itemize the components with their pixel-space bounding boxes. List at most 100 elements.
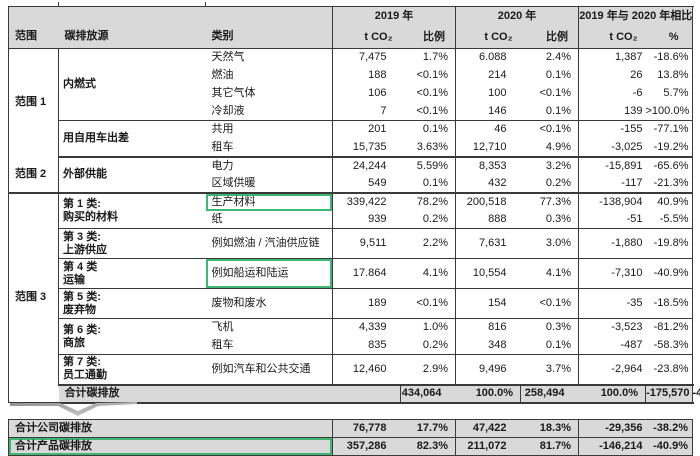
table-row: 第 3 类: 上游供应 例如燃油 / 汽油供应链 9,511 2.2% 7,63…	[9, 228, 693, 259]
scope-cell: 范围 2	[8, 156, 59, 194]
table-row: 燃油 188 <0.1% 214 0.1% 26 13.8%	[9, 66, 693, 85]
value-cell: 0.2%	[400, 336, 456, 355]
value-cell: -1,880	[578, 228, 646, 259]
value-cell: <0.1%	[539, 123, 572, 136]
value-cell: 0.1%	[545, 69, 571, 81]
total-value-cell: -40.9%	[645, 437, 693, 456]
value-cell: -35	[578, 288, 646, 319]
ratio-2019-header: 比例	[400, 26, 456, 49]
source-line: 第 7 类:	[63, 356, 101, 369]
total-value-cell: -146,214	[578, 437, 646, 456]
value-cell: -81.2%	[653, 321, 689, 334]
source-cell: 第 7 类: 员工通勤	[58, 354, 206, 385]
value-cell: 26	[578, 66, 646, 85]
value-cell: >100.0%	[645, 102, 693, 121]
table-row: 用自用车出差 共用 201 0.1% 46 <0.1% -155 -77.1%	[9, 120, 693, 158]
value-cell: 100	[455, 84, 521, 103]
value-cell: 214	[455, 66, 521, 85]
value-cell: 5.7%	[663, 87, 689, 99]
value-cell: 8,353	[455, 156, 521, 175]
value-cell: -5.5%	[645, 210, 693, 229]
total-value-cell: 76,778	[332, 419, 401, 438]
value-cell: <0.1%	[520, 288, 579, 319]
value-cell: 1.0%	[422, 321, 448, 334]
value-cell: -3,025	[578, 138, 646, 158]
category-cell: 区域供暖	[205, 174, 333, 194]
value-cell: -51	[578, 210, 646, 229]
category-cell: 燃油	[211, 69, 234, 81]
value-cell: 78.2%	[416, 195, 448, 208]
table-row: 纸 939 0.2% 888 0.3% -51 -5.5%	[9, 210, 693, 229]
value-cell: 7,631	[455, 228, 521, 259]
value-cell: 3.2%	[545, 159, 571, 172]
total-value-cell: 47,422	[455, 419, 521, 438]
value-cell: 201	[332, 120, 401, 139]
total-value-cell: 100.0%	[578, 383, 646, 404]
totals-table: 合计公司碳排放 76,778 17.7% 47,422 18.3% -29,35…	[8, 419, 693, 456]
value-cell: 816	[455, 318, 521, 337]
source-header: 碳排放源	[58, 6, 206, 49]
value-cell: <0.1%	[400, 102, 456, 121]
compare-header: 2019 年与 2020 年相比	[578, 6, 693, 27]
value-cell: 12,710	[455, 138, 521, 158]
down-arrow-swoosh-icon	[10, 402, 140, 417]
value-cell: 24,244	[332, 156, 401, 175]
table-header: 范围 碳排放源 类别 2019 年 2020 年 2019 年与 2020 年相…	[8, 6, 693, 49]
table-row: 租车 15,735 3.63% 12,710 4.9% -3,025 -19.2…	[9, 138, 693, 158]
total-value-cell: 434,064	[400, 383, 456, 404]
value-cell: 40.9%	[657, 195, 689, 208]
value-cell: -6	[578, 84, 646, 103]
value-cell: 146	[455, 102, 521, 121]
total-label: 合计碳排放	[58, 383, 401, 404]
value-cell: 106	[332, 84, 401, 103]
category-cell: 飞机	[211, 321, 234, 334]
table-row: 第 6 类: 商旅 飞机 4,339 1.0% 816 0.3% -3,523 …	[9, 318, 693, 355]
value-cell: -138,904	[578, 192, 646, 211]
value-cell: 3.7%	[545, 362, 571, 375]
value-cell: 46	[455, 120, 521, 139]
value-cell: -117	[578, 174, 646, 194]
value-cell: 139	[578, 102, 646, 121]
total-value-cell: 18.3%	[520, 419, 579, 438]
value-cell: 6.088	[455, 48, 521, 67]
source-cell: 内燃式	[58, 48, 206, 121]
category-cell: 其它气体	[211, 87, 256, 99]
value-cell: 5.59%	[416, 159, 448, 172]
value-cell: 15,735	[332, 138, 401, 158]
total-value-cell: 81.7%	[520, 437, 579, 456]
table-row: 第 7 类: 员工通勤 例如汽车和公共交通 12,460 2.9% 9,496 …	[9, 354, 693, 385]
value-cell: 17.864	[332, 258, 401, 289]
category-cell: 纸	[205, 210, 333, 229]
value-cell: 9,511	[332, 228, 401, 259]
year-2019-header: 2019 年	[332, 6, 456, 27]
value-cell: <0.1%	[416, 87, 449, 99]
source-line: 上游供应	[63, 243, 107, 256]
value-cell: 0.1%	[520, 102, 579, 121]
value-cell: 2.9%	[422, 362, 448, 375]
value-cell: 7	[332, 102, 401, 121]
value-cell: 0.3%	[545, 321, 571, 334]
source-line: 员工通勤	[63, 369, 107, 382]
tco2-2019-header: t CO₂	[332, 26, 401, 49]
value-cell: -19.2%	[645, 138, 693, 158]
category-cell: 租车	[205, 336, 333, 355]
value-cell: 154	[455, 288, 521, 319]
value-cell: 0.1%	[400, 174, 456, 194]
value-cell: 4,339	[332, 318, 401, 337]
scope-cell: 范围 3	[15, 291, 47, 304]
ratio-2020-header: 比例	[520, 26, 579, 49]
value-cell: 549	[332, 174, 401, 194]
value-cell: 348	[455, 336, 521, 355]
source-line: 废弃物	[63, 303, 96, 316]
source-cell: 第 3 类: 上游供应	[58, 228, 206, 259]
table-row: 范围 1 内燃式 天然气 7,475 1.7% 6.088 2.4% 1,387…	[9, 48, 693, 121]
value-cell: -487	[578, 336, 646, 355]
source-cell: 外部供能	[58, 156, 206, 194]
percent-diff-header: %	[645, 26, 693, 49]
total-value-cell: 211,072	[455, 437, 521, 456]
source-cell: 第 6 类: 商旅	[58, 318, 206, 355]
value-cell: 12,460	[332, 354, 401, 385]
value-cell: 77.3%	[539, 195, 571, 208]
source-line: 购买的材料	[63, 210, 118, 223]
